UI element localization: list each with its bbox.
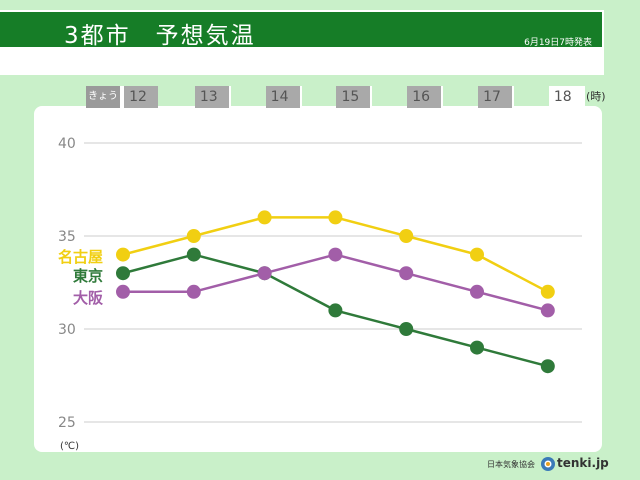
today-label: きょう bbox=[86, 86, 120, 108]
legend-label: 大阪 bbox=[73, 289, 104, 307]
data-point bbox=[540, 359, 555, 374]
y-tick-label: 30 bbox=[58, 322, 76, 338]
title-bar: 3都市 予想気温 6月19日7時発表 bbox=[0, 10, 604, 49]
hour-unit-label: (時) bbox=[586, 90, 606, 103]
series-line bbox=[123, 253, 549, 312]
legend-label: 名古屋 bbox=[58, 248, 103, 266]
data-point bbox=[186, 229, 201, 243]
data-point bbox=[328, 247, 343, 262]
data-point bbox=[186, 284, 201, 299]
data-point bbox=[540, 284, 555, 299]
y-tick-label: 35 bbox=[58, 229, 76, 245]
data-point bbox=[328, 210, 343, 225]
data-point bbox=[257, 266, 272, 281]
x-tick-label: 17 bbox=[483, 89, 501, 105]
data-point bbox=[116, 266, 130, 281]
time-strip-gap bbox=[194, 86, 229, 108]
sub-bar bbox=[0, 49, 604, 75]
page-title: 3都市 予想気温 bbox=[64, 23, 256, 49]
data-point bbox=[540, 303, 555, 318]
footer-org: 日本気象協会 bbox=[487, 460, 535, 469]
data-point bbox=[399, 322, 414, 336]
time-strip-gap bbox=[124, 86, 158, 108]
y-axis-unit: (℃) bbox=[60, 441, 79, 452]
x-tick-label: 12 bbox=[129, 89, 147, 105]
issue-date: 6月19日7時発表 bbox=[524, 38, 592, 48]
time-strip-gap bbox=[478, 86, 512, 108]
data-point bbox=[257, 210, 272, 225]
data-point bbox=[116, 284, 130, 299]
plot-panel bbox=[34, 106, 602, 452]
logo-text: tenki.jp bbox=[557, 456, 609, 470]
x-tick-label: 13 bbox=[199, 89, 218, 105]
time-strip-gap bbox=[407, 86, 442, 108]
time-strip-gap bbox=[336, 86, 371, 108]
x-tick-label: 15 bbox=[341, 89, 360, 105]
data-point bbox=[470, 284, 484, 299]
data-point bbox=[470, 340, 484, 355]
x-tick-label: 16 bbox=[412, 89, 431, 105]
time-strip-segment bbox=[548, 86, 585, 108]
tenki-sun-icon bbox=[541, 457, 555, 471]
legend-label: 東京 bbox=[73, 267, 103, 285]
data-point bbox=[328, 303, 343, 318]
y-tick-label: 25 bbox=[58, 415, 76, 431]
data-point bbox=[470, 247, 484, 262]
x-tick-label: 18 bbox=[553, 89, 572, 105]
data-point bbox=[186, 247, 201, 262]
data-point bbox=[399, 229, 414, 243]
y-tick-label: 40 bbox=[58, 136, 76, 152]
time-strip: きょう 12 13 14 15 16 17 18 bbox=[86, 86, 585, 108]
time-strip-gap bbox=[265, 86, 300, 108]
x-tick-label: 14 bbox=[270, 89, 289, 105]
data-point bbox=[399, 266, 414, 281]
data-point bbox=[116, 247, 130, 262]
